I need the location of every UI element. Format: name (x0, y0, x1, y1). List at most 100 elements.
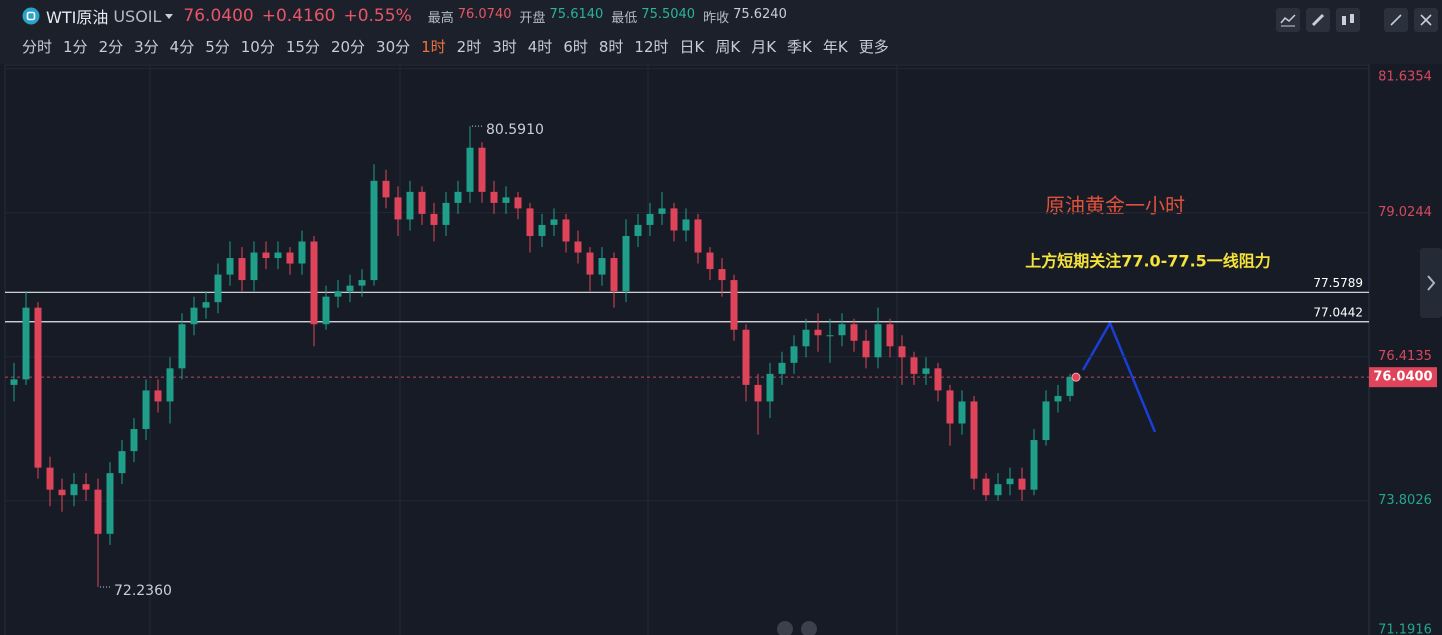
annotation-note: 上方短期关注77.0-77.5一线阻力 (1025, 252, 1271, 271)
candle-body (538, 224, 546, 236)
candle-body (70, 484, 78, 496)
toolbar: WTI原油 USOIL 76.0400 +0.4160 +0.55% 最高 76.… (0, 0, 1442, 64)
candle-body (1054, 395, 1062, 402)
scroll-handle[interactable] (777, 621, 817, 635)
expand-tab[interactable] (1420, 248, 1442, 318)
candle-body (826, 335, 834, 337)
timeframe[interactable]: 2分 (98, 38, 124, 56)
candle-body (718, 269, 726, 281)
tool-button[interactable] (1336, 8, 1360, 32)
candle-body (370, 180, 378, 281)
timeframe[interactable]: 5分 (205, 38, 230, 56)
candle-body (442, 202, 450, 225)
forecast-drawing (1081, 320, 1157, 433)
timeframe[interactable]: 年K (822, 38, 848, 56)
candle-body (982, 478, 990, 496)
candle-body (790, 346, 798, 363)
candle-body (670, 208, 678, 231)
candle-body (334, 291, 342, 297)
candle-body (202, 302, 210, 308)
timeframe[interactable]: 30分 (376, 38, 411, 56)
last-price-box (1369, 367, 1437, 388)
timeframe[interactable]: 15分 (285, 38, 320, 56)
candle-body (322, 296, 330, 325)
fullscreen-button[interactable] (1384, 8, 1408, 32)
candle-body (634, 224, 642, 236)
candle-body (622, 235, 630, 292)
candle-body (106, 473, 114, 534)
candle-body (298, 241, 306, 264)
timeframe[interactable]: 3分 (134, 38, 159, 56)
candle-body (586, 252, 594, 275)
timeframe[interactable]: 6时 (563, 38, 588, 56)
candle-body (382, 180, 390, 198)
candle-body (226, 258, 234, 275)
candle-body (910, 357, 918, 374)
timeframe[interactable]: 20分 (330, 38, 366, 56)
candle-body (550, 219, 558, 225)
timeframe[interactable]: 日K (679, 38, 705, 56)
candle-body (778, 362, 786, 374)
y-tick-label: 81.6354 (1378, 70, 1432, 85)
timeframe[interactable]: 8时 (598, 38, 624, 56)
candle-body (946, 390, 954, 424)
vertical-grid (149, 65, 898, 635)
annotation-title: 原油黄金一小时 (1045, 194, 1185, 218)
tool-button[interactable] (1306, 8, 1330, 32)
stats: 最高 76.0740 开盘 75.6140 最低 75.5040 昨收 75.6240 (420, 7, 787, 26)
symbol-code[interactable]: USOIL (113, 6, 162, 26)
candle-body (1006, 478, 1014, 485)
candle-body (1030, 440, 1038, 490)
candle-body (658, 208, 666, 214)
timeframe[interactable]: 月K (751, 38, 777, 56)
candle-body (1066, 377, 1074, 396)
candle-body (1042, 401, 1050, 441)
tool-button[interactable] (1276, 8, 1300, 32)
candle-body (838, 324, 846, 336)
candle-body (190, 307, 198, 325)
candle-body (262, 252, 270, 259)
candle-body (10, 379, 18, 385)
timeframe[interactable]: 季K (787, 38, 812, 56)
price-line-label: 77.0442 (1313, 305, 1363, 319)
candle-body (118, 451, 126, 474)
candle-body (358, 280, 366, 286)
candle-body (802, 329, 810, 347)
close-button[interactable] (1414, 8, 1438, 32)
timeframe[interactable]: 2时 (456, 38, 482, 56)
candle-body (214, 274, 222, 303)
timeframe[interactable]: 1时 (421, 38, 446, 56)
stat-label: 昨收 (703, 10, 730, 26)
price: 76.0400 (183, 6, 254, 26)
timeframe[interactable]: 10分 (240, 38, 275, 56)
candle-body (478, 147, 486, 192)
timeframe[interactable]: 周K (715, 38, 741, 56)
candle-body (346, 285, 354, 292)
candle-body (682, 219, 690, 231)
timeframe[interactable]: 4时 (527, 38, 553, 56)
timeframe[interactable]: 1分 (63, 38, 88, 56)
y-tick-label: 73.8026 (1378, 493, 1432, 508)
caret[interactable] (165, 13, 174, 19)
change-pct: +0.55% (343, 6, 412, 26)
last-price-dot (1071, 372, 1081, 382)
timeframe[interactable]: 4分 (169, 38, 195, 56)
timeframe[interactable]: 3时 (492, 38, 517, 56)
change: +0.4160 (261, 6, 336, 26)
symbol-name[interactable]: WTI原油 (46, 8, 109, 27)
candle-body (46, 467, 54, 490)
candle-body (430, 213, 438, 225)
candle-body (742, 329, 750, 385)
timeframe[interactable]: 分时 (22, 38, 53, 56)
candle-body (766, 373, 774, 402)
candle-body (466, 147, 474, 192)
stat-value: 75.6240 (733, 6, 787, 22)
candle-body (526, 208, 534, 236)
timeframe[interactable]: 更多 (858, 38, 889, 56)
stat-label: 开盘 (519, 10, 546, 26)
candle-body (730, 280, 738, 330)
timeframe[interactable]: 12时 (634, 38, 669, 56)
y-tick-label: 71.1916 (1378, 623, 1432, 635)
